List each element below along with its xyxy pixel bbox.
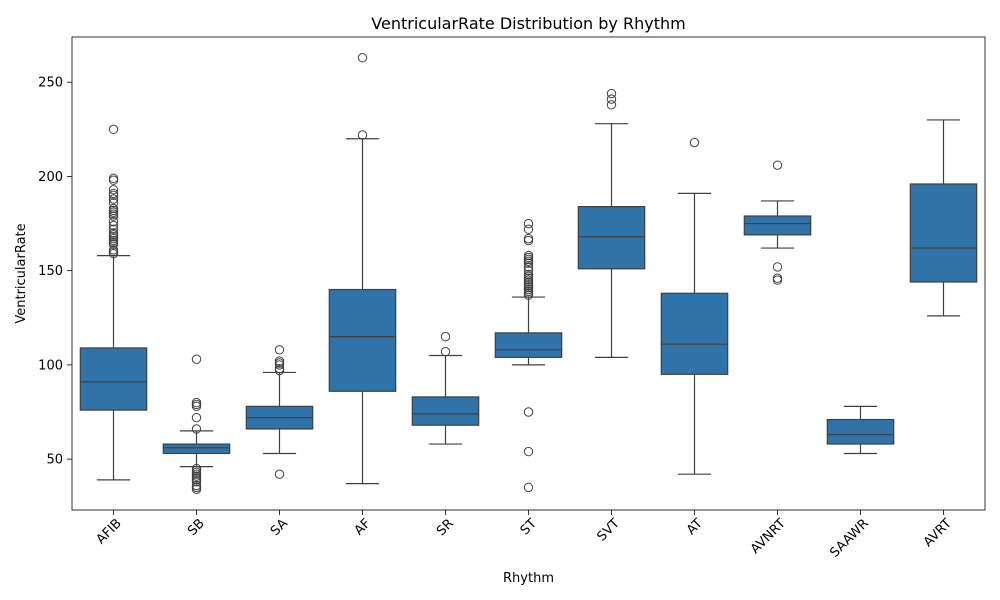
outlier-point	[523, 224, 534, 234]
outlier-point	[108, 216, 119, 227]
outlier-point	[606, 88, 617, 99]
x-tick-label: AFIB	[94, 516, 125, 547]
outlier-point	[523, 290, 534, 300]
outlier-point	[523, 235, 534, 246]
x-tick-label: SVT	[594, 516, 622, 544]
outlier-point	[523, 218, 534, 229]
box-group-avnrt	[743, 160, 812, 285]
outlier-point	[357, 53, 368, 63]
x-axis-label: Rhythm	[503, 571, 554, 586]
box-iqr	[909, 183, 978, 283]
outlier-point	[274, 345, 285, 355]
x-tick-label: AVNRT	[748, 516, 789, 557]
box-group-st	[494, 218, 563, 493]
chart-title: VentricularRate Distribution by Rhythm	[371, 14, 685, 33]
x-tick-label: AT	[684, 516, 706, 538]
outlier-point	[108, 194, 119, 204]
outlier-point	[606, 100, 617, 110]
outlier-point	[772, 273, 783, 283]
outlier-point	[523, 262, 534, 272]
outlier-point	[108, 173, 119, 184]
y-axis: 50 100 150 200 250	[38, 76, 72, 468]
box-iqr	[162, 443, 231, 455]
outlier-point	[108, 190, 119, 200]
outlier-point	[191, 424, 202, 434]
x-tick-label: AVRT	[921, 516, 955, 550]
x-tick-label: SR	[434, 516, 457, 539]
x-tick-label: ST	[518, 516, 540, 538]
x-tick-label: SB	[185, 516, 208, 539]
outlier-point	[108, 124, 119, 135]
outlier-point	[191, 401, 202, 412]
outlier-point	[108, 239, 119, 249]
box-iqr	[79, 347, 148, 411]
outlier-point	[523, 233, 534, 244]
box-group-avrt	[909, 119, 978, 317]
x-tick-label: SA	[268, 516, 291, 539]
outlier-point	[191, 354, 202, 364]
box-group-svt	[577, 88, 646, 358]
box-iqr	[826, 418, 895, 445]
outlier-point	[108, 220, 119, 231]
y-tick-label: 250	[38, 76, 63, 91]
outlier-point	[108, 224, 119, 234]
outlier-point	[772, 160, 783, 170]
box-group-at	[660, 137, 729, 475]
box-group-sb	[162, 354, 231, 494]
outlier-point	[108, 184, 119, 195]
outlier-point	[606, 94, 617, 104]
box-group-saawr	[826, 405, 895, 455]
box-group-sa	[245, 345, 314, 479]
plot-frame	[71, 36, 986, 511]
plot-area	[79, 53, 978, 494]
outlier-point	[772, 262, 783, 272]
outlier-point	[191, 412, 202, 423]
outlier-point	[523, 258, 534, 268]
box-group-af	[328, 53, 397, 485]
outlier-point	[191, 484, 202, 494]
outlier-point	[108, 211, 119, 221]
box-iqr	[411, 396, 480, 426]
outlier-point	[274, 365, 285, 376]
y-tick-label: 150	[38, 264, 63, 279]
x-tick-label: AF	[352, 516, 374, 538]
box-iqr	[577, 206, 646, 270]
outlier-point	[108, 198, 119, 208]
x-tick-label: SAAWR	[827, 516, 871, 560]
outlier-point	[440, 347, 451, 357]
outlier-point	[523, 446, 534, 457]
outlier-point	[523, 482, 534, 493]
outlier-point	[108, 175, 119, 185]
y-tick-label: 200	[38, 170, 63, 185]
outlier-point	[523, 407, 534, 417]
outlier-point	[689, 137, 700, 148]
outlier-point	[357, 130, 368, 140]
box-iqr	[494, 332, 563, 358]
box-iqr	[660, 292, 729, 375]
outlier-point	[523, 265, 534, 276]
outlier-point	[274, 469, 285, 479]
y-tick-label: 50	[46, 453, 63, 468]
y-axis-label: VentricularRate	[14, 223, 29, 323]
box-iqr	[743, 215, 812, 236]
box-group-afib	[79, 124, 148, 481]
y-tick-label: 100	[38, 358, 63, 373]
outlier-point	[440, 331, 451, 342]
outlier-point	[108, 249, 119, 259]
box-iqr	[328, 288, 397, 392]
box-group-sr	[411, 331, 480, 445]
outlier-point	[274, 360, 285, 370]
outlier-point	[772, 275, 783, 285]
x-axis: AFIB SB SA AF SR ST SVT AT AVNRT SAAWR AVRT	[94, 510, 955, 561]
outlier-point	[191, 399, 202, 410]
outlier-point	[191, 477, 202, 487]
